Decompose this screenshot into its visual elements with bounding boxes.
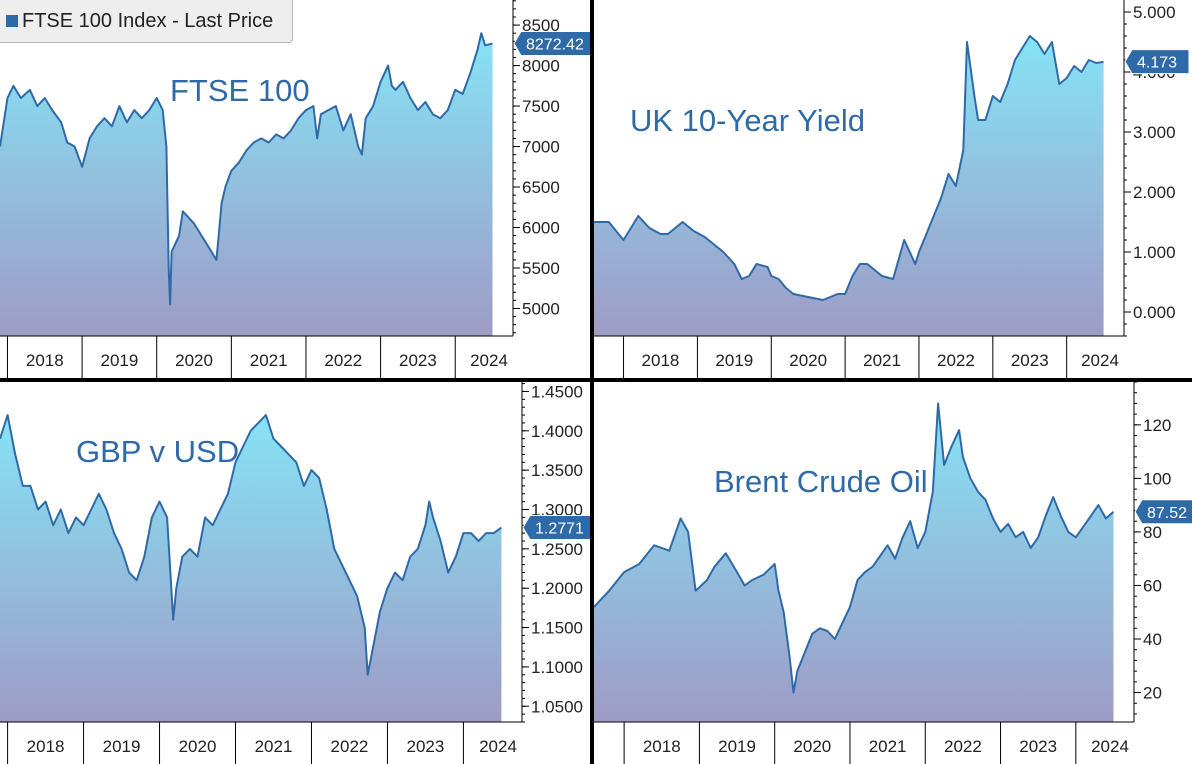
gbpusd-y-tick-label: 1.4000 bbox=[531, 422, 583, 441]
ftse-y-tick-label: 7500 bbox=[522, 97, 560, 116]
brent-x-tick-label: 2023 bbox=[1019, 737, 1057, 756]
ftse-x-axis-band bbox=[0, 336, 513, 378]
brent-y-tick-label: 100 bbox=[1143, 469, 1171, 488]
brent-x-tick-label: 2024 bbox=[1091, 737, 1129, 756]
gilt-area-fill bbox=[594, 36, 1104, 336]
gilt-y-tick-label: 5.000 bbox=[1133, 3, 1176, 22]
uk-10-year-yield-panel: 5.0004.0003.0002.0001.0000.0004.17320182… bbox=[594, 0, 1192, 378]
gbpusd-last-value-label: 1.2771 bbox=[535, 521, 584, 538]
brent-y-tick-label: 60 bbox=[1143, 576, 1162, 595]
brent-x-tick-label: 2019 bbox=[718, 737, 756, 756]
brent-x-tick-label: 2021 bbox=[869, 737, 907, 756]
gbpusd-last-value-tag bbox=[522, 515, 590, 541]
brent-y-tick-label: 40 bbox=[1143, 630, 1162, 649]
gbp-usd-panel: 1.4500 1.4000 1.3500 1.3000 1.2500 1.2000 1.15… bbox=[0, 382, 590, 764]
ftse-area-fill bbox=[0, 33, 493, 336]
gbpusd-y-tick-label: 1.3500 bbox=[531, 461, 583, 480]
gbpusd-y-tick-label: 1.4500 bbox=[531, 382, 583, 401]
gbpusd-y-tick-label: 1.1500 bbox=[531, 619, 583, 638]
gilt-x-axis-band bbox=[594, 336, 1124, 378]
ftse-last-value-tag bbox=[513, 31, 590, 57]
ftse-x-tick-label: 2019 bbox=[100, 351, 138, 370]
ftse-chart-title: FTSE 100 bbox=[170, 73, 310, 108]
gilt-y-tick-label: 2.000 bbox=[1133, 183, 1176, 202]
gbpusd-y-tick-label: 1.3000 bbox=[531, 501, 583, 520]
gbpusd-x-tick-label: 2023 bbox=[407, 737, 445, 756]
gilt-y-tick-label: 0.000 bbox=[1133, 303, 1176, 322]
ftse-x-tick-label: 2022 bbox=[324, 351, 362, 370]
gilt-last-value-tag bbox=[1124, 49, 1190, 75]
gbpusd-x-tick-label: 2020 bbox=[179, 737, 217, 756]
brent-last-value-label: 87.52 bbox=[1147, 505, 1187, 522]
vertical-divider bbox=[590, 0, 594, 764]
brent-last-value-tag bbox=[1134, 499, 1192, 525]
gbpusd-y-tick-label: 1.0500 bbox=[531, 697, 583, 716]
legend-box[interactable]: FTSE 100 Index - Last Price bbox=[0, 0, 293, 43]
brent-x-tick-label: 2020 bbox=[793, 737, 831, 756]
gilt-y-tick-label: 3.000 bbox=[1133, 123, 1176, 142]
gbpusd-x-tick-label: 2018 bbox=[27, 737, 65, 756]
ftse-y-tick-label: 8500 bbox=[522, 16, 560, 35]
gilt-x-tick-label: 2021 bbox=[863, 351, 901, 370]
brent-chart-title: Brent Crude Oil bbox=[714, 464, 928, 499]
ftse-y-tick-label: 7000 bbox=[522, 138, 560, 157]
ftse-y-tick-label: 6500 bbox=[522, 178, 560, 197]
ftse-x-tick-label: 2018 bbox=[26, 351, 64, 370]
brent-y-tick-label: 20 bbox=[1143, 684, 1162, 703]
gbpusd-x-axis-band bbox=[0, 722, 522, 764]
gilt-series-line bbox=[594, 35, 1104, 301]
gilt-x-tick-label: 2022 bbox=[937, 351, 975, 370]
gbpusd-y-tick-label: 1.1000 bbox=[531, 658, 583, 677]
gilt-x-tick-label: 2018 bbox=[642, 351, 680, 370]
ftse-x-tick-label: 2023 bbox=[399, 351, 437, 370]
ftse-x-tick-label: 2020 bbox=[175, 351, 213, 370]
gilt-x-tick-label: 2019 bbox=[715, 351, 753, 370]
ftse-y-tick-label: 8000 bbox=[522, 57, 560, 76]
gilt-chart-title: UK 10-Year Yield bbox=[630, 103, 865, 138]
gbpusd-series-line bbox=[0, 414, 502, 676]
brent-crude-oil-panel: 120 100 80 60 40 20 87.52 2018 2019 2020 2021 2022 2… bbox=[594, 382, 1192, 764]
brent-y-tick-label: 120 bbox=[1143, 416, 1171, 435]
brent-x-axis-band bbox=[594, 722, 1134, 764]
brent-y-tick-label: 80 bbox=[1143, 523, 1162, 542]
gilt-last-value-label: 4.173 bbox=[1137, 55, 1177, 72]
ftse-chart-svg: 8500 8000 7500 7000 6500 6000 5500 5000 8272.42 2… bbox=[0, 0, 590, 378]
gilt-x-tick-label: 2020 bbox=[789, 351, 827, 370]
ftse-100-panel: 8500 8000 7500 7000 6500 6000 5500 5000 8272.42 2… bbox=[0, 0, 590, 378]
gbpusd-y-tick-label: 1.2000 bbox=[531, 579, 583, 598]
legend-swatch-icon bbox=[6, 15, 18, 27]
gilt-x-tick-label: 2024 bbox=[1081, 351, 1119, 370]
legend-label: FTSE 100 Index - Last Price bbox=[22, 9, 274, 32]
gbpusd-x-tick-label: 2019 bbox=[103, 737, 141, 756]
ftse-x-tick-label: 2024 bbox=[470, 351, 508, 370]
gbpusd-x-tick-label: 2021 bbox=[255, 737, 293, 756]
brent-area-fill bbox=[594, 403, 1114, 722]
gilt-x-tick-label: 2023 bbox=[1011, 351, 1049, 370]
gbpusd-chart-title: GBP v USD bbox=[76, 434, 239, 469]
gbpusd-x-tick-label: 2022 bbox=[331, 737, 369, 756]
gbpusd-chart-svg: 1.4500 1.4000 1.3500 1.3000 1.2500 1.2000 1.15… bbox=[0, 382, 590, 764]
gilt-y-tick-label: 1.000 bbox=[1133, 243, 1176, 262]
gilt-chart-svg: 5.0004.0003.0002.0001.0000.0004.17320182… bbox=[594, 0, 1190, 378]
brent-chart-svg: 120 100 80 60 40 20 87.52 2018 2019 2020 2021 2022 2… bbox=[594, 382, 1192, 764]
ftse-y-tick-label: 5000 bbox=[522, 299, 560, 318]
brent-x-tick-label: 2022 bbox=[944, 737, 982, 756]
ftse-y-tick-label: 6000 bbox=[522, 219, 560, 238]
horizontal-divider bbox=[0, 378, 1192, 382]
ftse-x-tick-label: 2021 bbox=[250, 351, 288, 370]
gbpusd-area-fill bbox=[0, 415, 502, 722]
ftse-y-tick-label: 5500 bbox=[522, 259, 560, 278]
gbpusd-y-tick-label: 1.2500 bbox=[531, 540, 583, 559]
brent-x-tick-label: 2018 bbox=[643, 737, 681, 756]
gbpusd-x-tick-label: 2024 bbox=[479, 737, 517, 756]
ftse-last-value-label: 8272.42 bbox=[526, 37, 584, 54]
